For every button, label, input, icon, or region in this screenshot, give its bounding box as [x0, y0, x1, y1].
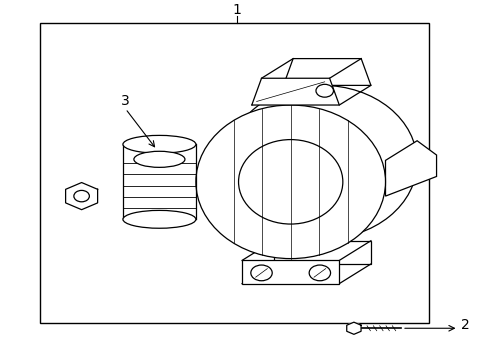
Ellipse shape: [227, 85, 416, 239]
Ellipse shape: [122, 210, 196, 228]
Polygon shape: [385, 141, 436, 196]
Ellipse shape: [122, 135, 196, 153]
Polygon shape: [346, 322, 360, 334]
Polygon shape: [273, 241, 370, 264]
Ellipse shape: [269, 120, 374, 204]
Bar: [40, 23, 428, 323]
Text: 3: 3: [121, 94, 129, 108]
Ellipse shape: [238, 140, 342, 224]
Circle shape: [250, 265, 272, 281]
Circle shape: [74, 190, 89, 202]
Polygon shape: [242, 260, 339, 284]
Circle shape: [315, 84, 333, 97]
Text: 1: 1: [232, 3, 241, 17]
Circle shape: [308, 265, 330, 281]
Ellipse shape: [134, 151, 184, 167]
Ellipse shape: [196, 105, 385, 258]
Text: 2: 2: [460, 318, 469, 332]
Polygon shape: [251, 78, 339, 105]
Polygon shape: [283, 59, 370, 85]
